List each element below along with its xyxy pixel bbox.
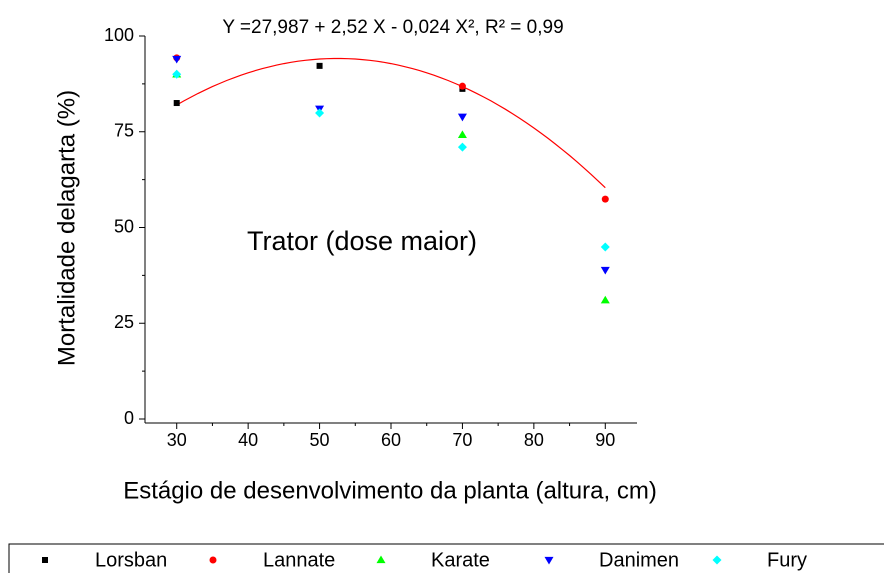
fit-curve [176,57,606,189]
x-tick-label: 30 [167,430,187,450]
point [315,108,325,118]
point [601,195,609,203]
point [457,130,467,138]
x-tick-label: 40 [238,430,258,450]
point [457,113,467,122]
point [458,82,466,90]
annotation: Trator (dose maior) [247,226,477,256]
equation: Y =27,987 + 2,52 X - 0,024 X², R² = 0,99 [222,17,563,38]
y-tick-label: 75 [114,121,134,141]
legend-label: Lannate [263,549,335,571]
legend-marker [42,557,48,563]
y-tick-label: 25 [114,312,134,332]
x-axis-label: Estágio de desenvolvimento da planta (al… [123,477,657,504]
legend-marker [712,555,722,565]
point [457,142,467,152]
point [316,62,323,69]
point [172,69,182,79]
point [173,100,180,107]
y-tick-label: 100 [104,25,134,45]
legend-label: Karate [431,549,490,571]
point [600,242,610,252]
legend-marker [209,556,217,564]
point [600,266,610,275]
x-tick-label: 60 [381,430,401,450]
x-tick-label: 70 [452,430,472,450]
point [600,295,610,304]
legend-label: Danimen [599,549,679,571]
legend-box [8,543,884,578]
legend-marker [376,555,386,564]
point [172,55,182,64]
y-axis-label: Mortalidade delagarta (%) [53,90,80,366]
y-tick-label: 0 [124,408,134,428]
legend-marker [544,556,554,565]
legend-label: Lorsban [95,549,167,571]
y-tick-label: 50 [114,216,134,236]
x-tick-label: 80 [524,430,544,450]
legend-label: Fury [767,549,807,571]
x-tick-label: 50 [310,430,330,450]
x-tick-label: 90 [595,430,615,450]
